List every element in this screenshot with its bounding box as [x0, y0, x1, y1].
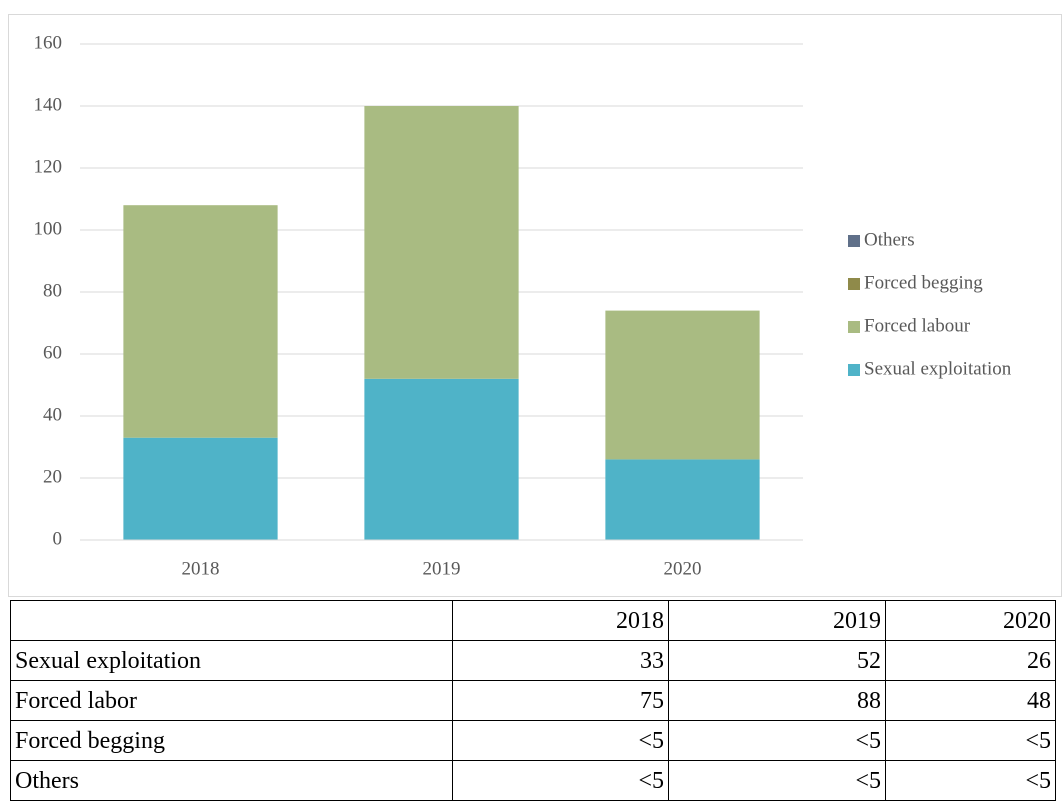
x-tick-label: 2019 [423, 558, 461, 579]
table-cell: 26 [885, 640, 1056, 681]
table-cell: <5 [668, 720, 886, 761]
table-cell: 2020 [885, 600, 1056, 641]
table-cell: <5 [668, 760, 886, 801]
table-cell: Sexual exploitation [10, 640, 453, 681]
table-cell: 2018 [452, 600, 669, 641]
table-cell: Forced begging [10, 720, 453, 761]
y-tick-label: 120 [34, 156, 63, 177]
table-row: Forced begging <5 <5 <5 [10, 720, 1056, 761]
y-tick-label: 100 [34, 218, 63, 239]
legend-swatch [848, 278, 860, 290]
table-cell: Others [10, 760, 453, 801]
table-cell: 2019 [668, 600, 886, 641]
y-tick-label: 160 [34, 32, 63, 53]
y-tick-label: 140 [34, 94, 63, 115]
y-tick-label: 80 [43, 280, 62, 301]
table-cell: 52 [668, 640, 886, 681]
bar-segment [123, 437, 278, 540]
y-tick-label: 20 [43, 466, 62, 487]
x-tick-label: 2018 [182, 558, 220, 579]
legend-swatch [848, 235, 860, 247]
table-header-row: 2018 2019 2020 [10, 600, 1056, 641]
table-cell [10, 600, 453, 641]
table-cell: 48 [885, 680, 1056, 721]
y-tick-label: 0 [53, 528, 63, 549]
legend-label: Forced labour [864, 315, 971, 336]
table-cell: <5 [452, 760, 669, 801]
bar-segment [364, 378, 519, 540]
legend-swatch [848, 364, 860, 376]
y-tick-label: 40 [43, 404, 62, 425]
table-cell: 33 [452, 640, 669, 681]
legend-label: Others [864, 229, 915, 250]
table-row: Forced labor 75 88 48 [10, 680, 1056, 721]
legend-swatch [848, 321, 860, 333]
bar-segment [123, 205, 278, 438]
table-row: Others <5 <5 <5 [10, 760, 1056, 801]
data-table: 2018 2019 2020 Sexual exploitation 33 52 26 For… [10, 600, 1056, 801]
table-cell: <5 [452, 720, 669, 761]
table-cell: 88 [668, 680, 886, 721]
y-tick-label: 60 [43, 342, 62, 363]
table-row: Sexual exploitation 33 52 26 [10, 640, 1056, 681]
table-cell: Forced labor [10, 680, 453, 721]
bar-segment [605, 459, 760, 540]
bar-segment [364, 106, 519, 379]
chart: 0 20 40 60 80 100 120 140 160 2018 2019 2020 Sexual … [8, 14, 1062, 597]
bar-segment [605, 310, 760, 460]
table-cell: 75 [452, 680, 669, 721]
x-tick-label: 2020 [664, 558, 702, 579]
table-cell: <5 [885, 720, 1056, 761]
legend-label: Forced begging [864, 272, 983, 293]
table-cell: <5 [885, 760, 1056, 801]
legend-label: Sexual exploitation [864, 358, 1012, 379]
